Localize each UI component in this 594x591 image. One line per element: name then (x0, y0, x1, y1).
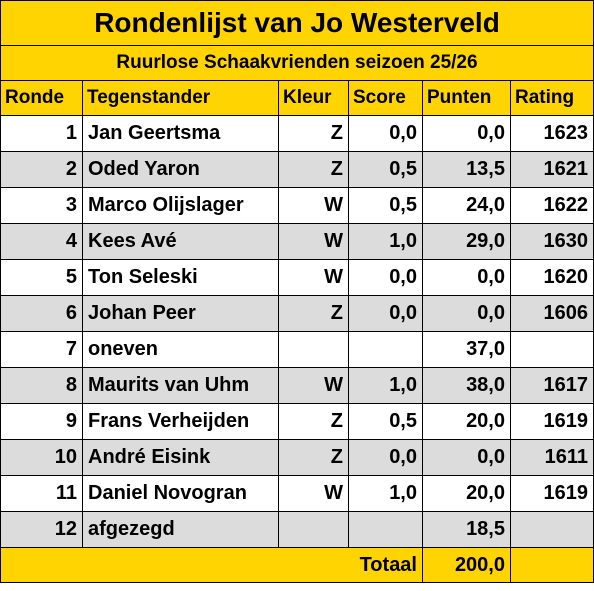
cell-score: 0,5 (348, 151, 423, 188)
total-value: 200,0 (422, 547, 511, 583)
table-row: 4 Kees Avé W 1,0 29,0 1630 (0, 223, 594, 260)
table-row: 3 Marco Olijslager W 0,5 24,0 1622 (0, 187, 594, 224)
cell-rating: 1622 (510, 187, 594, 224)
cell-score (348, 511, 423, 548)
cell-tegenstander: Jan Geertsma (82, 115, 279, 152)
table-row: 9 Frans Verheijden Z 0,5 20,0 1619 (0, 403, 594, 440)
cell-kleur: Z (278, 151, 349, 188)
cell-score: 0,0 (348, 115, 423, 152)
cell-score: 1,0 (348, 475, 423, 512)
cell-punten: 37,0 (422, 331, 511, 368)
cell-kleur: W (278, 223, 349, 260)
cell-kleur: Z (278, 115, 349, 152)
cell-punten: 20,0 (422, 475, 511, 512)
cell-rating: 1619 (510, 403, 594, 440)
cell-kleur: W (278, 475, 349, 512)
table-row: 6 Johan Peer Z 0,0 0,0 1606 (0, 295, 594, 332)
cell-tegenstander: Johan Peer (82, 295, 279, 332)
cell-ronde: 5 (0, 259, 83, 296)
cell-punten: 18,5 (422, 511, 511, 548)
column-header-tegenstander: Tegenstander (82, 80, 279, 116)
cell-punten: 0,0 (422, 115, 511, 152)
cell-rating: 1619 (510, 475, 594, 512)
cell-ronde: 1 (0, 115, 83, 152)
cell-kleur: Z (278, 403, 349, 440)
cell-ronde: 12 (0, 511, 83, 548)
column-header-kleur: Kleur (278, 80, 349, 116)
table-row: 1 Jan Geertsma Z 0,0 0,0 1623 (0, 115, 594, 152)
cell-kleur: W (278, 187, 349, 224)
cell-tegenstander: Maurits van Uhm (82, 367, 279, 404)
cell-ronde: 10 (0, 439, 83, 476)
cell-tegenstander: Marco Olijslager (82, 187, 279, 224)
cell-ronde: 2 (0, 151, 83, 188)
cell-punten: 20,0 (422, 403, 511, 440)
cell-kleur: W (278, 367, 349, 404)
cell-ronde: 6 (0, 295, 83, 332)
cell-tegenstander: Ton Seleski (82, 259, 279, 296)
table-row: 11 Daniel Novogran W 1,0 20,0 1619 (0, 475, 594, 512)
column-header-score: Score (348, 80, 423, 116)
cell-punten: 38,0 (422, 367, 511, 404)
table-row: 5 Ton Seleski W 0,0 0,0 1620 (0, 259, 594, 296)
total-row: Totaal 200,0 (0, 547, 594, 583)
table-row: 10 André Eisink Z 0,0 0,0 1611 (0, 439, 594, 476)
cell-score: 0,0 (348, 295, 423, 332)
table-row: 8 Maurits van Uhm W 1,0 38,0 1617 (0, 367, 594, 404)
cell-score (348, 331, 423, 368)
cell-score: 1,0 (348, 223, 423, 260)
cell-rating (510, 511, 594, 548)
total-label: Totaal (0, 547, 423, 583)
cell-kleur: W (278, 259, 349, 296)
cell-ronde: 8 (0, 367, 83, 404)
page-title: Rondenlijst van Jo Westerveld (0, 0, 594, 46)
column-header-ronde: Ronde (0, 80, 83, 116)
cell-tegenstander: oneven (82, 331, 279, 368)
cell-rating: 1606 (510, 295, 594, 332)
cell-rating: 1620 (510, 259, 594, 296)
cell-tegenstander: André Eisink (82, 439, 279, 476)
total-empty-cell (510, 547, 594, 583)
table-row: 2 Oded Yaron Z 0,5 13,5 1621 (0, 151, 594, 188)
cell-kleur: Z (278, 295, 349, 332)
cell-punten: 0,0 (422, 259, 511, 296)
cell-score: 0,5 (348, 187, 423, 224)
header-row: Ronde Tegenstander Kleur Score Punten Ra… (0, 80, 594, 116)
cell-kleur: Z (278, 439, 349, 476)
cell-ronde: 3 (0, 187, 83, 224)
cell-score: 0,5 (348, 403, 423, 440)
cell-punten: 24,0 (422, 187, 511, 224)
cell-punten: 0,0 (422, 439, 511, 476)
cell-rating: 1623 (510, 115, 594, 152)
cell-tegenstander: Daniel Novogran (82, 475, 279, 512)
cell-punten: 29,0 (422, 223, 511, 260)
cell-punten: 13,5 (422, 151, 511, 188)
cell-tegenstander: afgezegd (82, 511, 279, 548)
cell-rating: 1617 (510, 367, 594, 404)
cell-ronde: 9 (0, 403, 83, 440)
cell-ronde: 4 (0, 223, 83, 260)
cell-kleur (278, 511, 349, 548)
cell-rating: 1630 (510, 223, 594, 260)
cell-score: 0,0 (348, 259, 423, 296)
column-header-rating: Rating (510, 80, 594, 116)
page-subtitle: Ruurlose Schaakvrienden seizoen 25/26 (0, 45, 594, 81)
cell-tegenstander: Kees Avé (82, 223, 279, 260)
cell-kleur (278, 331, 349, 368)
cell-ronde: 11 (0, 475, 83, 512)
cell-ronde: 7 (0, 331, 83, 368)
cell-rating: 1611 (510, 439, 594, 476)
cell-tegenstander: Oded Yaron (82, 151, 279, 188)
cell-rating: 1621 (510, 151, 594, 188)
cell-tegenstander: Frans Verheijden (82, 403, 279, 440)
cell-punten: 0,0 (422, 295, 511, 332)
column-header-punten: Punten (422, 80, 511, 116)
table-row: 12 afgezegd 18,5 (0, 511, 594, 548)
cell-score: 0,0 (348, 439, 423, 476)
table-row: 7 oneven 37,0 (0, 331, 594, 368)
cell-rating (510, 331, 594, 368)
cell-score: 1,0 (348, 367, 423, 404)
